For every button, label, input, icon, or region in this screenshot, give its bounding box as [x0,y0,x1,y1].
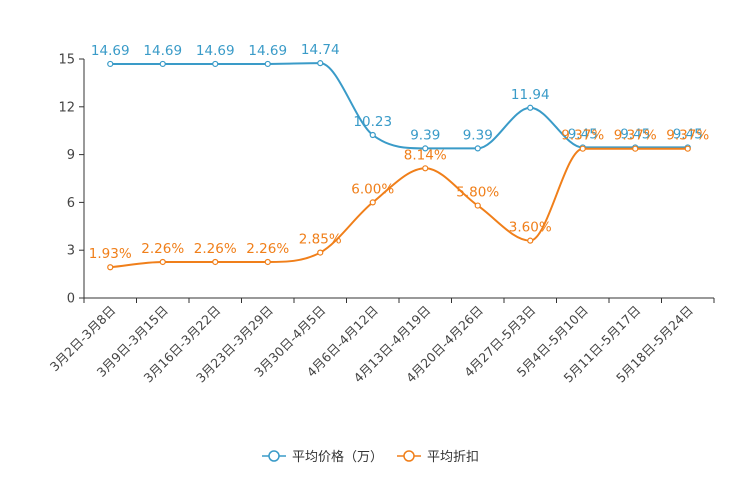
data-point [632,145,639,152]
data-point [159,60,166,68]
data-label: 9.37% [561,128,604,144]
data-label: 9.45 [568,126,598,142]
data-point [212,258,219,266]
data-label: 9.37% [614,128,657,144]
y-tick-label: 9 [67,148,75,163]
data-label: 5.80% [456,185,499,201]
data-label: 9.39 [410,127,440,143]
data-point [474,202,481,209]
data-point [369,131,376,139]
data-label: 11.94 [511,87,550,103]
data-label: 9.37% [666,128,709,144]
data-point [107,264,114,271]
legend-label: 平均价格（万） [292,449,383,465]
data-label: 6.00% [351,181,394,197]
data-point [422,165,429,172]
data-point [212,60,219,68]
data-point [527,237,534,244]
data-point [159,258,166,266]
data-label: 14.69 [91,43,130,59]
legend-label: 平均折扣 [427,450,479,465]
y-tick-label: 6 [67,196,75,211]
data-label: 14.69 [248,43,287,59]
data-label: 14.69 [143,43,182,59]
y-tick-label: 3 [67,244,75,259]
data-label: 1.93% [89,246,132,262]
data-point [317,249,324,256]
data-label: 9.45 [673,126,703,142]
data-label: 8.14% [404,147,447,163]
data-point [264,60,271,68]
y-tick-label: 0 [67,292,75,307]
y-tick-label: 15 [58,53,75,68]
data-point [317,60,324,67]
data-point [684,145,691,152]
legend-marker [268,450,280,462]
data-label: 2.26% [246,241,289,257]
data-point [107,60,114,68]
data-label: 14.74 [301,42,340,58]
data-label: 9.45 [620,126,650,142]
data-label: 10.23 [353,114,392,130]
data-label: 3.60% [509,220,552,236]
data-label: 9.39 [463,127,493,143]
data-label: 2.26% [141,241,184,257]
data-point [369,199,376,206]
legend-marker [403,450,415,462]
data-label: 14.69 [196,43,235,59]
data-label: 2.26% [194,241,237,257]
data-point [474,145,481,152]
data-point [264,258,271,266]
data-label: 2.85% [299,232,342,248]
data-point [527,104,534,111]
data-point [579,145,586,152]
data-point [422,145,429,152]
y-tick-label: 12 [58,100,75,115]
